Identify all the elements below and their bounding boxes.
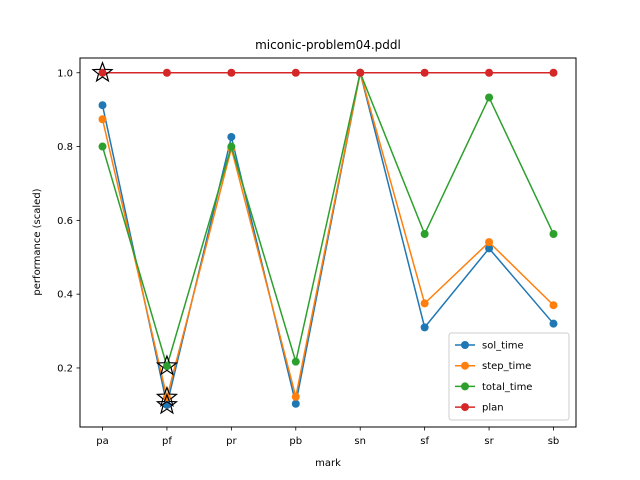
x-tick-label: sb xyxy=(548,436,560,447)
y-tick-label: 0.4 xyxy=(57,290,73,301)
y-axis-ticks: 0.2 0.4 0.6 0.8 1.0 xyxy=(57,68,80,374)
data-point-step_time xyxy=(291,392,300,401)
data-point-sol_time xyxy=(549,319,558,328)
y-axis-label: performance (scaled) xyxy=(32,188,43,295)
x-tick-label: pf xyxy=(162,436,172,447)
x-tick-label: sf xyxy=(420,436,429,447)
legend-label: step_time xyxy=(482,361,531,372)
data-point-step_time xyxy=(549,301,558,310)
star-marker xyxy=(91,61,114,83)
star-marker xyxy=(155,393,179,415)
star-marker xyxy=(155,354,179,376)
data-point-total_time xyxy=(485,93,494,102)
x-tick-label: pr xyxy=(226,436,237,447)
data-point-plan xyxy=(549,68,558,77)
legend-box xyxy=(448,332,570,421)
x-axis-label: mark xyxy=(315,458,341,469)
data-point-plan xyxy=(162,68,171,77)
legend-swatch-marker xyxy=(461,361,469,370)
y-tick-label: 0.6 xyxy=(57,216,73,227)
series-layer xyxy=(98,68,558,409)
y-tick-label: 0.2 xyxy=(57,363,73,374)
data-point-plan xyxy=(291,68,300,77)
x-tick-label: sr xyxy=(484,436,494,447)
star-layer xyxy=(91,61,179,415)
data-point-sol_time xyxy=(227,132,236,141)
data-point-sol_time xyxy=(98,101,107,110)
y-tick-label: 1.0 xyxy=(57,68,73,79)
series-line-total_time xyxy=(101,70,555,369)
data-point-total_time xyxy=(291,357,300,366)
data-point-plan xyxy=(98,68,107,77)
data-point-plan xyxy=(485,68,494,77)
data-point-total_time xyxy=(227,142,236,151)
x-tick-label: sn xyxy=(354,436,366,447)
legend-label: sol_time xyxy=(482,341,524,352)
data-point-plan xyxy=(227,68,236,77)
x-tick-label: pb xyxy=(289,436,302,447)
x-axis-ticks: pa pf pr pb sn sf sr sb xyxy=(96,427,559,447)
legend-swatch-marker xyxy=(461,341,469,349)
data-point-total_time xyxy=(420,230,429,239)
plot-frame xyxy=(79,57,577,428)
star-marker xyxy=(155,385,179,407)
data-point-total_time xyxy=(98,142,107,151)
data-point-step_time xyxy=(485,238,494,247)
data-point-total_time xyxy=(549,230,558,239)
data-point-sol_time xyxy=(485,244,494,253)
x-tick-label: pa xyxy=(96,436,108,447)
legend-swatch-marker xyxy=(461,403,469,412)
data-point-total_time xyxy=(162,362,171,371)
data-point-sol_time xyxy=(420,323,429,332)
data-point-plan xyxy=(356,68,365,77)
legend-swatch-marker xyxy=(461,382,469,391)
data-point-step_time xyxy=(420,299,429,308)
data-point-sol_time xyxy=(291,399,300,408)
y-tick-label: 0.8 xyxy=(57,142,73,153)
legend-label: total_time xyxy=(482,382,532,393)
chart-title: miconic-problem04.pddl xyxy=(255,38,401,52)
data-point-step_time xyxy=(98,115,107,124)
legend-label: plan xyxy=(482,403,504,414)
data-point-plan xyxy=(420,68,429,77)
series-line-step_time xyxy=(101,72,555,398)
